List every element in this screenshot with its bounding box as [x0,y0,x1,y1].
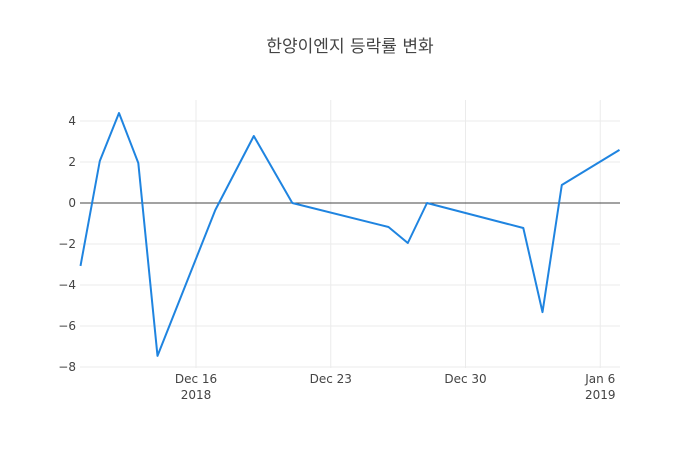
chart-title: 한양이엔지 등락률 변화 [266,37,434,57]
x-tick-label: Jan 6 [584,372,615,386]
y-tick-label: 4 [68,114,76,128]
y-tick-label: 2 [68,155,76,169]
x-tick-year: 2019 [585,388,616,402]
y-tick-label: −6 [58,319,76,333]
x-axis: Dec 16 2018 Dec 23 Dec 30 Jan 6 2019 [175,372,616,402]
x-tick-label: Dec 16 [175,372,217,386]
x-tick-label: Dec 30 [444,372,486,386]
series-line [79,112,621,357]
y-tick-label: −2 [58,237,76,251]
y-axis: 4 2 0 −2 −4 −6 −8 [58,114,76,374]
gridlines [80,100,620,368]
x-tick-label: Dec 23 [310,372,352,386]
y-tick-label: 0 [68,196,76,210]
y-tick-label: −4 [58,278,76,292]
y-tick-label: −8 [58,360,76,374]
x-tick-year: 2018 [181,388,212,402]
